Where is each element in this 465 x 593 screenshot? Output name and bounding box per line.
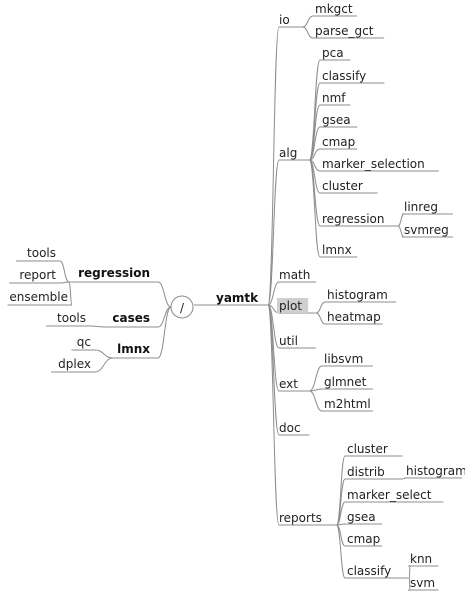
node-ext-m2html: m2html <box>324 397 371 411</box>
edge-regression-ensemble <box>68 281 73 306</box>
edge-reports-classify <box>336 524 346 579</box>
node-alg-pca: pca <box>322 46 344 60</box>
edge-root-regression <box>157 281 172 308</box>
edge-regression-tools <box>59 260 70 283</box>
node-ext-libsvm: libsvm <box>324 352 363 366</box>
node-reports-cluster: cluster <box>347 442 388 456</box>
edge-ext-m2html <box>309 390 323 412</box>
node-alg-classify: classify <box>322 69 366 83</box>
edge-yamtk-reports <box>267 304 280 526</box>
edge-io-parse-gct <box>302 26 314 39</box>
node-alg-cluster: cluster <box>322 179 363 193</box>
node-reports-cmap: cmap <box>347 532 380 546</box>
edge-lmnx-dplex <box>94 357 113 373</box>
node-alg-gsea: gsea <box>322 113 351 127</box>
edge-reports-marker-select <box>336 501 346 526</box>
node-reports-marker-select: marker_select <box>347 488 432 502</box>
node-plot: plot <box>279 299 302 313</box>
edge-lmnx-qc <box>94 349 113 359</box>
root-label-yamtk: yamtk <box>216 291 259 305</box>
node-alg-nmf: nmf <box>322 91 346 105</box>
edge-alg-gsea <box>308 126 321 161</box>
node-util: util <box>279 334 298 348</box>
edge-io-mkgct <box>302 15 314 28</box>
node-io-mkgct: mkgct <box>315 2 353 16</box>
node-alg-regression: regression <box>322 212 385 226</box>
node-reports: reports <box>279 511 322 525</box>
node-left-lmnx-dplex: dplex <box>58 357 91 371</box>
node-distrib-histogram: histogram <box>406 464 465 478</box>
edge-alg-cmap <box>309 148 321 161</box>
node-left-regression-tools: tools <box>27 246 56 260</box>
node-reports-distrib: distrib <box>347 465 385 479</box>
root-node-slash: / <box>180 301 185 315</box>
edge-root-lmnx <box>157 306 172 359</box>
edge-yamtk-alg <box>267 159 280 306</box>
node-math: math <box>279 268 310 282</box>
node-plot-histogram: histogram <box>327 288 388 302</box>
node-reports-gsea: gsea <box>347 510 376 524</box>
edge-cases-tools <box>89 325 106 328</box>
edge-plot-histogram <box>316 301 326 314</box>
edge-alg-lmnx <box>308 159 321 258</box>
node-doc: doc <box>279 421 301 435</box>
edge-ext-libsvm <box>309 365 323 392</box>
edge-reports-distrib <box>336 478 346 526</box>
edge-plot-heatmap <box>316 312 326 325</box>
node-left-regression-ensemble: ensemble <box>9 290 68 304</box>
node-regression-svmreg: svmreg <box>404 223 449 237</box>
node-ext-glmnet: glmnet <box>324 375 367 389</box>
node-alg-cmap: cmap <box>322 135 355 149</box>
node-ext: ext <box>279 377 298 391</box>
node-classify-knn: knn <box>410 552 432 566</box>
node-alg: alg <box>279 146 297 160</box>
node-io-parse-gct: parse_gct <box>315 24 374 38</box>
edge-alg-classify <box>308 82 321 161</box>
edge-regression-report <box>59 281 70 284</box>
node-classify-svm: svm <box>410 576 435 590</box>
edge-yamtk-math <box>267 281 280 306</box>
node-left-cases: cases <box>112 311 150 325</box>
node-left-regression: regression <box>78 266 150 280</box>
node-alg-lmnx: lmnx <box>322 243 352 257</box>
node-left-lmnx: lmnx <box>117 342 150 356</box>
edges-layer <box>7 15 462 591</box>
node-left-lmnx-qc: qc <box>77 335 91 349</box>
highlight-plot <box>277 298 309 313</box>
node-left-regression-report: report <box>19 268 56 282</box>
edge-yamtk-io <box>267 26 280 306</box>
node-reports-classify: classify <box>347 564 391 578</box>
node-alg-marker-selection: marker_selection <box>322 157 425 171</box>
node-plot-heatmap: heatmap <box>327 310 381 324</box>
node-left-cases-tools: tools <box>57 311 86 325</box>
node-io: io <box>279 13 290 27</box>
node-regression-linreg: linreg <box>404 200 438 214</box>
